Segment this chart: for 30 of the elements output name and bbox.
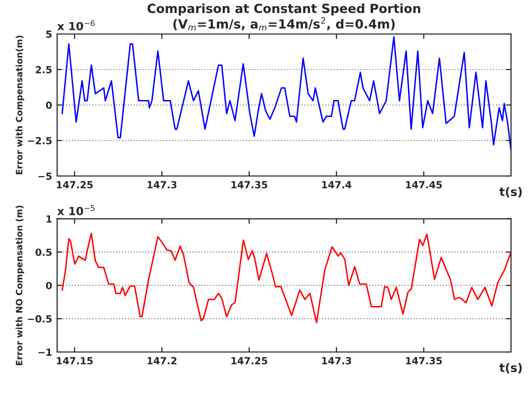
- text: x 10$^{−6}$: [57, 20, 95, 30]
- x-axis-title: t(s): [499, 186, 522, 198]
- x-tick-label: 147.2: [148, 357, 176, 364]
- x-tick-label: 147.15: [56, 357, 93, 364]
- y-tick-label: 0: [46, 101, 52, 109]
- line-series: [62, 36, 512, 152]
- y-tick-label: 0: [46, 282, 52, 290]
- x-axis-title: t(s): [499, 362, 522, 374]
- x-tick-label: 147.3: [148, 181, 176, 188]
- y-tick-label: −5: [38, 172, 52, 180]
- text: x 10$^{−5}$: [57, 205, 95, 216]
- chart-title: Comparison at Constant Speed Portion: [148, 3, 420, 16]
- x-tick-label: 147.3: [322, 357, 352, 364]
- x-tick-label: 147.25: [232, 357, 268, 364]
- y-tick-label: −2.5: [28, 136, 52, 144]
- line-series: [62, 232, 512, 324]
- x-tick-label: 147.45: [406, 181, 442, 188]
- y-tick-label: −0.5: [28, 315, 52, 323]
- y-tick-label: −1: [38, 348, 52, 356]
- y-tick-label: 5: [46, 30, 52, 38]
- chart-subtitle: (V$_{m}$=1m/s, a$_{m}$=14m/s$^{2}$, d=0.4m): [173, 17, 395, 31]
- y-axis-title: Error with Compensation(m): [16, 36, 24, 174]
- y-tick-label: 2.5: [36, 66, 52, 74]
- x-tick-label: 147.35: [406, 357, 442, 364]
- x-tick-label: 147.25: [56, 181, 93, 188]
- y-axis-title: Error with NO Compensation (m): [16, 206, 24, 366]
- y-tick-label: 0.5: [36, 248, 52, 256]
- y-tick-label: 1: [46, 215, 52, 222]
- x-tick-label: 147.35: [232, 181, 268, 188]
- x-tick-label: 147.4: [322, 181, 352, 188]
